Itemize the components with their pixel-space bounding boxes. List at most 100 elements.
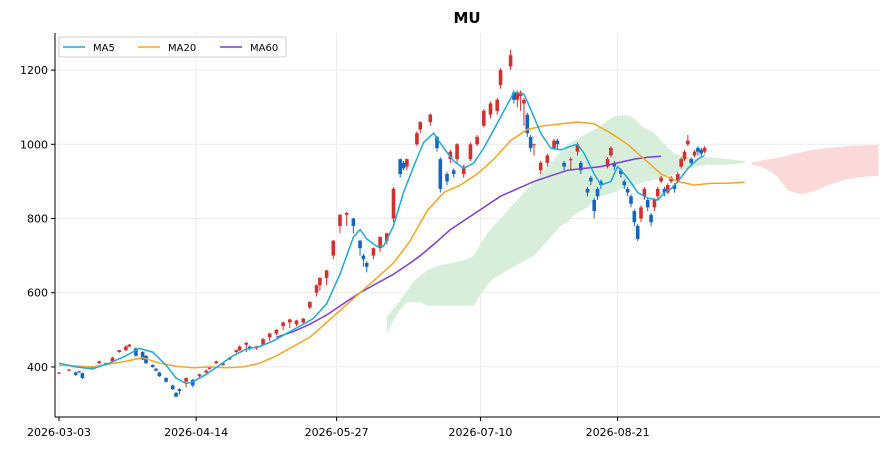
candle-body (150, 365, 155, 367)
candle (405, 158, 409, 171)
candle-body (371, 248, 376, 256)
bullish-cloud (386, 115, 745, 334)
candle (498, 68, 503, 89)
candle-body (488, 103, 493, 115)
candle (234, 349, 239, 353)
candle-body (625, 188, 630, 193)
candle-body (679, 159, 683, 167)
candle (177, 388, 182, 395)
candle-body (482, 110, 486, 126)
candle (538, 161, 543, 174)
candle (699, 148, 704, 158)
legend-box (58, 36, 287, 58)
candle-body (552, 140, 556, 149)
candle-body (314, 285, 319, 293)
x-tick-label: 2026-03-03 (27, 426, 91, 439)
candle (418, 121, 423, 134)
candle-body (308, 301, 312, 308)
candle (57, 372, 61, 375)
candle-body (562, 162, 566, 167)
candle (77, 370, 81, 373)
y-tick-label: 1200 (20, 64, 48, 77)
candle (301, 317, 305, 325)
candle (428, 113, 433, 126)
candle (468, 142, 473, 161)
candle (318, 277, 322, 291)
candle-body (281, 322, 285, 327)
candle (532, 143, 536, 156)
candle (140, 351, 145, 361)
candle-body (364, 263, 369, 267)
candle-body (635, 225, 640, 239)
candle (117, 349, 122, 353)
candle-body (134, 348, 138, 356)
grid (55, 33, 880, 417)
candle-body (475, 136, 479, 145)
candle-body (585, 188, 590, 193)
candle-body (344, 212, 349, 215)
legend-label: MA5 (93, 43, 115, 54)
moving-average-lines (58, 91, 745, 385)
candle (445, 172, 449, 186)
candle (555, 138, 560, 150)
candle-body (455, 144, 459, 160)
y-tick-label: 600 (27, 287, 48, 300)
candle (451, 168, 456, 178)
ichimoku-clouds (386, 115, 879, 334)
candle-body (555, 140, 560, 145)
candle-body (214, 361, 219, 364)
candle (80, 372, 85, 379)
candle-body (97, 361, 101, 364)
candle (358, 240, 362, 256)
candle-body (632, 211, 637, 223)
candle-body (605, 159, 610, 167)
candle-body (170, 385, 175, 390)
candle (696, 146, 700, 156)
candle (665, 183, 670, 195)
candle-body (438, 159, 443, 189)
candle-body (525, 114, 530, 134)
candle-body (579, 162, 583, 171)
candle (635, 224, 640, 241)
candle-body (154, 368, 158, 371)
candle-body (595, 188, 600, 197)
candle (97, 360, 101, 364)
candle (702, 146, 707, 154)
candle-body (274, 329, 279, 334)
legend-item-ma20: MA20 (138, 43, 196, 54)
candle (692, 149, 697, 158)
candle (562, 161, 566, 171)
x-tick-label: 2026-07-10 (449, 426, 513, 439)
candle-body (451, 170, 456, 174)
candle-body (261, 339, 265, 345)
candle (401, 161, 406, 171)
legend-label: MA20 (168, 43, 196, 54)
candle-body (221, 363, 225, 366)
candle (150, 364, 155, 368)
candle-body (669, 177, 673, 182)
candle (461, 164, 466, 178)
candle-body (689, 159, 694, 163)
candle (528, 135, 533, 152)
candle-body (522, 99, 526, 104)
candle-body (619, 170, 623, 174)
candle (579, 161, 583, 174)
candle-body (609, 148, 613, 156)
candle-body (645, 199, 650, 208)
legend-label: MA60 (250, 43, 278, 54)
candle-body (244, 342, 249, 345)
candle-body (234, 350, 239, 353)
candle (308, 301, 312, 310)
legend-item-ma60: MA60 (220, 43, 278, 54)
candle (592, 198, 596, 219)
candle (662, 186, 667, 197)
candle (482, 109, 486, 128)
candle (154, 368, 158, 372)
ma60-line (276, 155, 662, 338)
candle (455, 143, 459, 163)
candle (288, 318, 292, 328)
candle-body (512, 92, 516, 100)
candle (659, 175, 663, 184)
candle (378, 236, 382, 252)
legend-item-ma5: MA5 (63, 43, 115, 54)
